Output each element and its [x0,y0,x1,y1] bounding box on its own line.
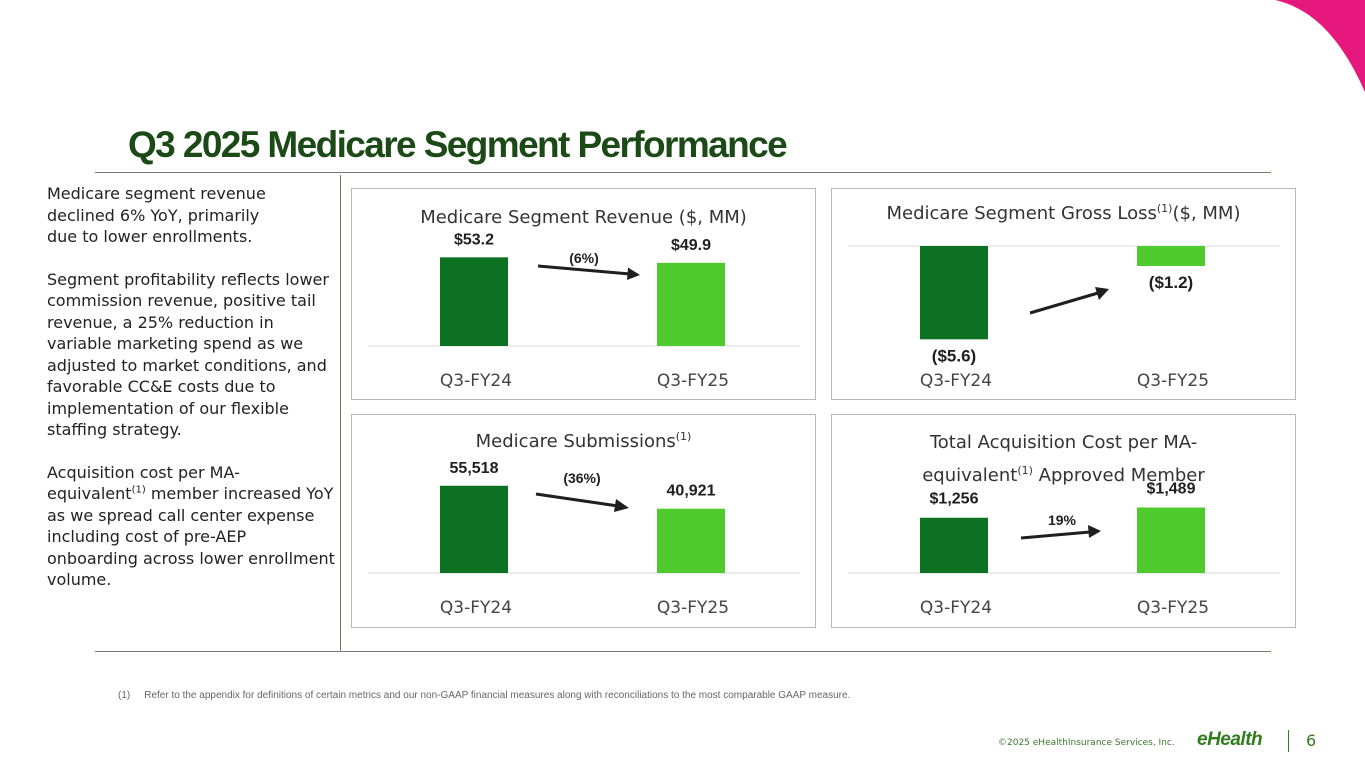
column-divider [340,175,341,651]
revenue-chart-panel: Medicare Segment Revenue ($, MM) $53.2 $… [351,188,816,400]
logo-separator [1288,730,1289,752]
acquisition-cost-chart-panel: Total Acquisition Cost per MA- equivalen… [831,414,1296,628]
revenue-trend-arrow [537,264,631,276]
gross-loss-chart: ($5.6) ($1.2) Q3-FY24 Q3-FY25 [848,245,1280,391]
acquisition-cost-trend-arrow [1020,530,1091,540]
acquisition-cost-title-line1: Total Acquisition Cost per MA- [929,432,1198,453]
gross-loss-category-label-q3-fy24: Q3-FY24 [920,371,992,391]
acquisition-cost-category-label-q3-fy24: Q3-FY24 [920,598,992,618]
summary-acq-text: Acquisition cost per MA-equivalent [47,462,240,504]
gross-loss-title-text: Medicare Segment Gross Loss [886,203,1157,224]
gross-loss-chart-panel: Medicare Segment Gross Loss(1)($, MM) ($… [831,188,1296,400]
footnote: (1) Refer to the appendix for definitions… [118,690,850,701]
footnote-text: Refer to the appendix for definitions of… [144,690,851,701]
footnote-number: (1) [118,690,131,701]
copyright-text: ©2025 eHealthInsurance Services, Inc. [998,738,1175,748]
submissions-title-footnote-ref: (1) [675,430,692,443]
submissions-category-label-q3-fy24: Q3-FY24 [440,598,512,618]
revenue-trend-arrowhead [627,267,640,280]
gross-loss-category-label-q3-fy25: Q3-FY25 [1137,371,1209,391]
revenue-bar-q3-fy25 [657,262,725,346]
acquisition-cost-category-label-q3-fy25: Q3-FY25 [1137,598,1209,618]
revenue-bar-q3-fy24 [440,257,508,346]
gross-loss-trend-arrow [1029,291,1099,315]
acquisition-cost-title-rest: Approved Member [1032,465,1205,486]
gross-loss-bar-q3-fy25 [1137,246,1205,266]
revenue-chart-title: Medicare Segment Revenue ($, MM) [420,207,747,228]
submissions-value-label-q3-fy24: 55,518 [450,460,499,477]
gross-loss-value-label-q3-fy25: ($1.2) [1149,273,1193,292]
bottom-divider [95,651,1271,652]
summary-paragraph-acquisition: Acquisition cost per MA-equivalent(1) me… [47,462,335,591]
revenue-value-label-q3-fy24: $53.2 [454,231,494,248]
summary-paragraph-profitability: Segment profitability reflects lower com… [47,269,329,440]
acquisition-cost-value-label-q3-fy24: $1,256 [930,491,979,508]
revenue-category-label-q3-fy24: Q3-FY24 [440,371,512,391]
revenue-value-label-q3-fy25: $49.9 [671,237,711,254]
submissions-bar-q3-fy24 [440,485,508,573]
summary-paragraph-revenue: Medicare segment revenue declined 6% YoY… [47,184,266,246]
acquisition-cost-title-line2: equivalent(1) Approved Member [832,456,1295,491]
gross-loss-chart-title: Medicare Segment Gross Loss(1)($, MM) [832,194,1295,229]
submissions-bar-q3-fy25 [657,508,725,573]
gross-loss-bar-q3-fy24 [920,246,988,340]
summary-acq-text-rest: member increased YoY as we spread call c… [47,484,335,589]
acquisition-cost-title-footnote-ref: (1) [1017,464,1033,477]
acquisition-cost-bar-q3-fy25 [1137,507,1205,573]
submissions-change-label: (36%) [563,470,600,486]
revenue-category-label-q3-fy25: Q3-FY25 [657,371,729,391]
summary-acq-footnote-ref: (1) [131,484,146,496]
revenue-chart: $53.2 $49.9 Q3-FY24 Q3-FY25 (6%) [368,231,800,391]
submissions-title-text: Medicare Submissions [475,431,676,452]
revenue-change-label: (6%) [569,250,599,266]
submissions-trend-arrowhead [614,499,629,512]
acquisition-cost-title-text: equivalent [922,465,1018,486]
submissions-category-label-q3-fy25: Q3-FY25 [657,598,729,618]
submissions-value-label-q3-fy25: 40,921 [667,483,716,500]
page-title: Q3 2025 Medicare Segment Performance [128,124,788,165]
corner-accent-shape [1275,0,1365,92]
acquisition-cost-trend-arrowhead [1088,525,1101,538]
acquisition-cost-bar-q3-fy24 [920,517,988,573]
gross-loss-trend-arrowhead [1095,287,1109,300]
ehealth-logo: eHealth [1197,729,1263,750]
gross-loss-value-label-q3-fy24: ($5.6) [932,346,976,365]
summary-text: Medicare segment revenue declined 6% YoY… [47,183,335,591]
page-number: 6 [1306,731,1317,750]
gross-loss-title-unit: ($, MM) [1172,203,1241,224]
submissions-chart: 55,518 40,921 Q3-FY24 Q3-FY25 (36%) [368,460,800,618]
acquisition-cost-change-label: 19% [1048,512,1077,528]
acquisition-cost-value-label-q3-fy25: $1,489 [1147,480,1196,497]
submissions-chart-panel: Medicare Submissions(1) 55,518 40,921 Q3… [351,414,816,628]
submissions-chart-title: Medicare Submissions(1) [352,422,815,457]
title-divider [95,172,1271,173]
acquisition-cost-chart: $1,256 $1,489 Q3-FY24 Q3-FY25 19% [848,480,1280,618]
submissions-trend-arrow [535,492,619,508]
gross-loss-title-footnote-ref: (1) [1156,202,1173,215]
